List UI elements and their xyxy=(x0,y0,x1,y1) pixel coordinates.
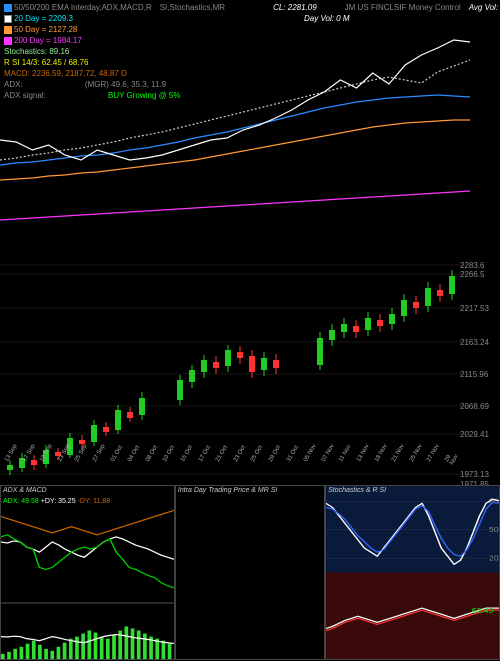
title-sec: JM US FINCLSIF Money Control xyxy=(345,2,461,13)
legend-ema: 50/50/200 EMA Interday,ADX,MACD,R xyxy=(14,3,152,12)
stoch: Stochastics: 89.16 xyxy=(4,46,496,57)
rsi: R SI 14/3: 62.45 / 68.76 xyxy=(4,57,496,68)
panel-intraday: Intra Day Trading Price & MR SI xyxy=(175,485,325,660)
svg-text:62.45: 62.45 xyxy=(472,607,494,615)
cl-label: CL: xyxy=(273,3,285,12)
header-info: 50/50/200 EMA Interday,ADX,MACD,R SI,Sto… xyxy=(4,2,496,101)
panel-stochastics: Stochastics & R SI 80502062.45 xyxy=(325,485,500,660)
dyminus: -DY: 11.88 xyxy=(78,498,111,505)
panel1-title: ADX & MACD xyxy=(3,487,47,494)
adx-label: ADX: xyxy=(4,80,23,89)
panel3-title: Stochastics & R SI xyxy=(328,487,386,494)
dyplus: +DY: 35.25 xyxy=(41,498,76,505)
buy-signal: BUY Growing @ 5% xyxy=(108,91,180,100)
adx-val: ADX: 49.58 xyxy=(3,498,39,505)
mgr: (MGR) 49.6, 35.3, 11.9 xyxy=(85,80,166,89)
ma20: 20 Day = 2209.3 xyxy=(14,14,73,23)
adx-signal: ADX signal: xyxy=(4,91,46,100)
svg-text:20: 20 xyxy=(489,554,499,562)
candle-chart: 2283.62266.52217.532163.242115.962068.69… xyxy=(0,260,500,480)
macd: MACD: 2236.59, 2187.72, 48.87 D xyxy=(4,68,496,79)
ma50: 50 Day = 2127.28 xyxy=(14,25,77,34)
indicator-panels: ADX & MACD ADX: 49.58 +DY: 35.25 -DY: 11… xyxy=(0,485,500,660)
avgvol-label: Avg Vol: xyxy=(469,3,498,12)
x-axis-dates: 13 Sep17 Sep19 Sep23 Sep25 Sep27 Sep01 O… xyxy=(4,460,460,480)
legend-si: SI,Stochastics,MR xyxy=(160,2,225,13)
ma200: 200 Day = 1984.17 xyxy=(14,36,82,45)
cl-value: 2281.09 xyxy=(288,3,317,12)
panel2-title: Intra Day Trading Price & MR SI xyxy=(178,487,277,494)
panel-adx-macd: ADX & MACD ADX: 49.58 +DY: 35.25 -DY: 11… xyxy=(0,485,175,660)
day-vol: Day Vol: 0 M xyxy=(304,13,350,24)
svg-text:50: 50 xyxy=(489,525,499,533)
